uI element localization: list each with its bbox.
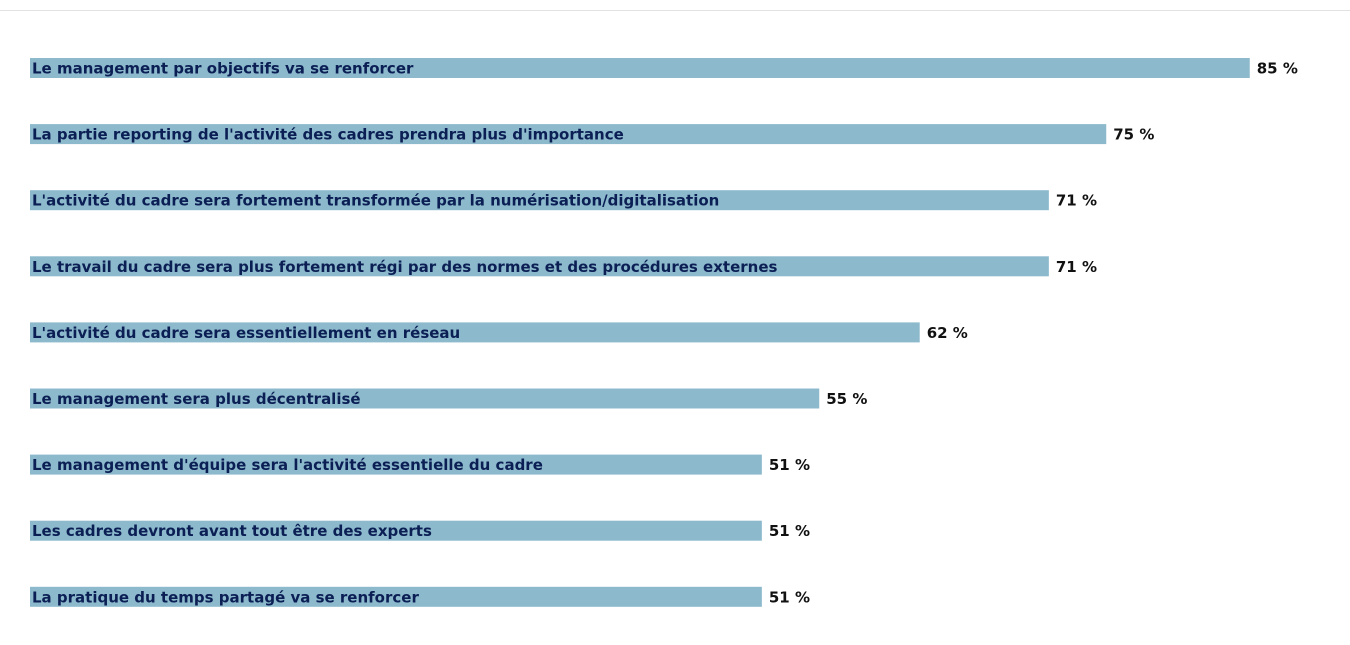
category-label: Les cadres devront avant tout être des e…: [32, 522, 432, 540]
value-label: 85 %: [1257, 60, 1298, 78]
bar: [30, 454, 762, 475]
value-label: 75 %: [1113, 126, 1154, 144]
value-label: 51 %: [769, 522, 810, 540]
category-label: Le travail du cadre sera plus fortement …: [32, 258, 777, 276]
value-label: 71 %: [1056, 258, 1097, 276]
category-label: La pratique du temps partagé va se renfo…: [32, 588, 419, 606]
category-label: Le management par objectifs va se renfor…: [32, 60, 414, 78]
bar: [30, 520, 762, 541]
category-label: L'activité du cadre sera fortement trans…: [32, 192, 719, 210]
bar: [30, 586, 762, 607]
category-label: L'activité du cadre sera essentiellement…: [32, 324, 460, 342]
value-label: 71 %: [1056, 192, 1097, 210]
value-label: 62 %: [927, 324, 968, 342]
bar: [30, 256, 1049, 277]
value-label: 55 %: [826, 390, 867, 408]
value-label: 51 %: [769, 456, 810, 474]
bar: [30, 190, 1049, 211]
bar: [30, 58, 1250, 78]
category-label: Le management sera plus décentralisé: [32, 390, 361, 408]
bar: [30, 322, 920, 343]
bar: [30, 124, 1107, 145]
value-label: 51 %: [769, 588, 810, 606]
category-label: La partie reporting de l'activité des ca…: [32, 126, 624, 144]
bar: [30, 388, 820, 409]
category-label: Le management d'équipe sera l'activité e…: [32, 456, 543, 474]
